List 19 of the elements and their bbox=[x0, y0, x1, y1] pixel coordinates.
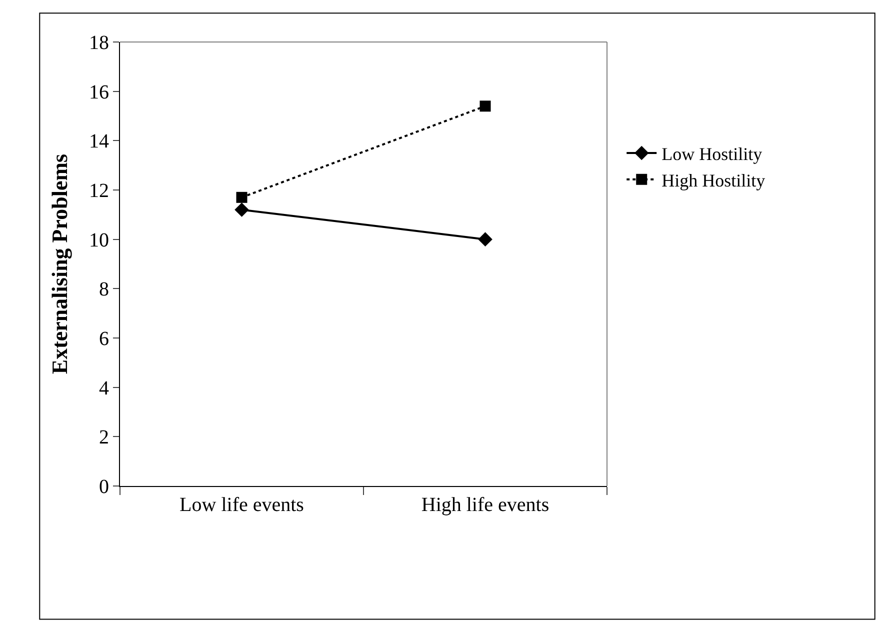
y-tick-label: 18 bbox=[89, 32, 109, 54]
legend-label: High Hostility bbox=[662, 170, 766, 190]
y-tick-label: 0 bbox=[99, 476, 109, 498]
point bbox=[234, 202, 249, 217]
y-tick-label: 8 bbox=[99, 278, 109, 301]
y-tick-label: 10 bbox=[89, 229, 109, 252]
point bbox=[480, 100, 491, 112]
y-tick-label: 6 bbox=[99, 328, 109, 350]
x-tick-label: High life events bbox=[421, 494, 550, 516]
y-tick-label: 4 bbox=[99, 377, 109, 400]
y-tick-label: 16 bbox=[89, 81, 109, 104]
point bbox=[236, 192, 248, 203]
y-tick-label: 2 bbox=[99, 426, 109, 449]
point bbox=[478, 232, 492, 246]
y-tick-label: 14 bbox=[89, 130, 109, 153]
x-tick-label: Low life events bbox=[180, 494, 304, 516]
legend-label: Low Hostility bbox=[662, 144, 762, 164]
y-axis-title: Externalising Problems bbox=[46, 153, 72, 374]
y-tick-label: 12 bbox=[89, 180, 109, 202]
